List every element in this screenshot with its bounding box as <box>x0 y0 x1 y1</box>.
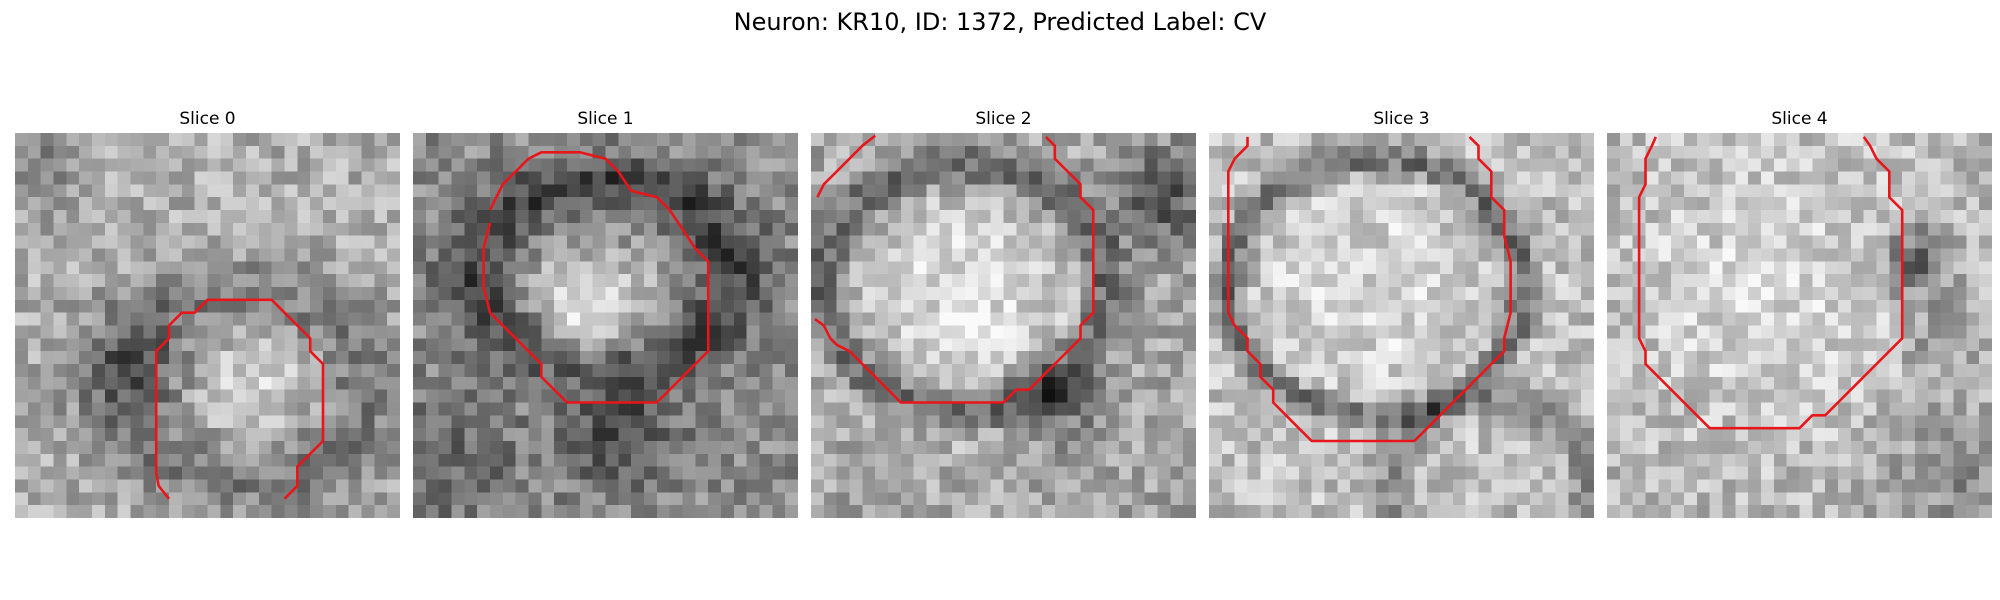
slice-image <box>15 133 400 518</box>
slice-panel-2: Slice 2 <box>811 108 1196 518</box>
slice-panel-4: Slice 4 <box>1607 108 1992 518</box>
segmentation-contour <box>816 134 877 198</box>
slice-title: Slice 2 <box>975 109 1032 129</box>
slice-image <box>1209 133 1594 518</box>
segmentation-contour <box>154 298 325 500</box>
slice-title: Slice 4 <box>1771 109 1828 129</box>
slice-title: Slice 1 <box>577 109 634 129</box>
segmentation-contour <box>1226 135 1512 443</box>
slice-panel-0: Slice 0 <box>15 108 400 518</box>
figure-title: Neuron: KR10, ID: 1372, Predicted Label:… <box>733 8 1267 36</box>
segmentation-contour <box>482 150 710 404</box>
slice-panel-1: Slice 1 <box>413 108 798 518</box>
slice-title: Slice 3 <box>1373 109 1430 129</box>
slice-title: Slice 0 <box>179 109 236 129</box>
slice-image <box>1607 133 1992 518</box>
slice-image <box>413 133 798 518</box>
segmentation-contour <box>814 135 1095 404</box>
slice-image <box>811 133 1196 518</box>
slice-panel-3: Slice 3 <box>1209 108 1594 518</box>
segmentation-contour <box>1637 136 1904 430</box>
